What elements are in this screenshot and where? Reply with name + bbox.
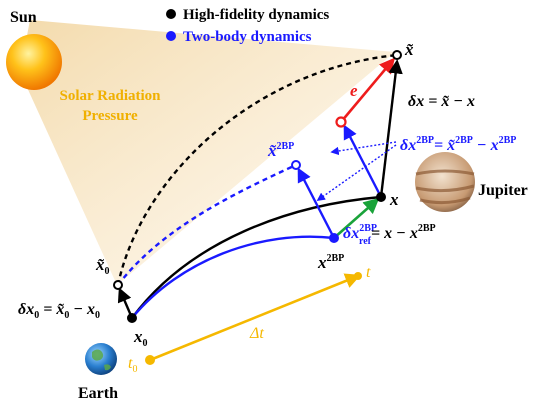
x-2bp-label: x2BP bbox=[317, 253, 344, 272]
t0-point bbox=[145, 355, 155, 365]
jupiter-icon bbox=[415, 152, 475, 212]
srp-label-line1: Solar Radiation bbox=[60, 88, 162, 104]
srp-cone bbox=[20, 20, 395, 285]
x-tilde-2bp-point bbox=[291, 160, 301, 170]
t0-label: t0 bbox=[128, 355, 137, 375]
delta-x0-equation: δx0 = x̃0 − x0 bbox=[18, 301, 100, 321]
legend-label-hifi: High-fidelity dynamics bbox=[183, 7, 329, 23]
hifi-dashed-trajectory bbox=[116, 53, 398, 286]
red-intermediate-point bbox=[335, 116, 347, 128]
delta-x-2bp-equation: δx2BP= x̃2BP − x2BP bbox=[400, 135, 516, 154]
delta-x-equation: δx = x̃ − x bbox=[408, 93, 475, 110]
x0-tilde-point bbox=[113, 280, 123, 290]
x-tilde-point bbox=[392, 50, 402, 60]
delta-x-ref-arrow bbox=[333, 197, 380, 239]
x-label: x bbox=[389, 190, 399, 209]
delta-x-2bp-arrow-right bbox=[343, 124, 383, 198]
earth-land bbox=[92, 349, 111, 371]
twobody-dashed-trajectory bbox=[117, 163, 297, 286]
x-point bbox=[376, 192, 386, 202]
pointer-dotted-upper bbox=[330, 141, 397, 156]
delta-x-2bp-arrow-left bbox=[297, 167, 336, 239]
jupiter-label: Jupiter bbox=[478, 182, 528, 199]
t-label: t bbox=[366, 264, 371, 281]
t-point bbox=[354, 272, 362, 280]
delta-x-arrow bbox=[379, 59, 403, 198]
x0-tilde-label: x̃0 bbox=[95, 255, 110, 277]
sun-icon bbox=[6, 34, 62, 90]
sun-label: Sun bbox=[10, 9, 37, 26]
x0-point bbox=[127, 313, 137, 323]
legend-label-twobody: Two-body dynamics bbox=[183, 29, 312, 45]
e-label: e bbox=[350, 81, 358, 100]
jupiter-bands bbox=[415, 169, 475, 205]
error-arrow bbox=[340, 57, 396, 123]
srp-label-line2: Pressure bbox=[82, 108, 138, 124]
time-arrow bbox=[149, 273, 361, 362]
legend-dot-twobody bbox=[166, 31, 176, 41]
x-tilde-label: x̃ bbox=[404, 40, 414, 59]
earth-label: Earth bbox=[78, 385, 118, 402]
x0-label: x0 bbox=[133, 327, 148, 349]
delta-t-label: Δt bbox=[249, 325, 264, 342]
x-tilde-2bp-label: x̃2BP bbox=[267, 141, 294, 160]
x-2bp-point bbox=[329, 233, 339, 243]
twobody-trajectory bbox=[131, 235, 335, 319]
delta-x0-arrow bbox=[117, 287, 134, 319]
delta-x-ref-equation: δx2BP ref= x − x2BP bbox=[343, 223, 436, 247]
hifi-trajectory bbox=[131, 195, 382, 319]
legend-dot-hifi bbox=[166, 9, 176, 19]
